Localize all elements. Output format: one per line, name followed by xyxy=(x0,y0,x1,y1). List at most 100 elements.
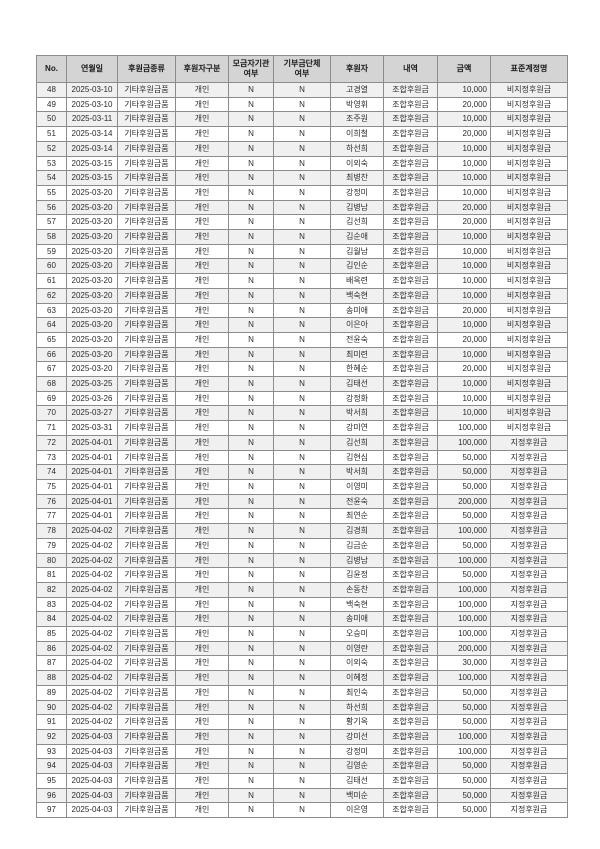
table-cell: N xyxy=(228,508,274,525)
table-cell: 2025-03-20 xyxy=(66,214,118,231)
table-cell: 개인 xyxy=(175,434,229,451)
table-cell: N xyxy=(228,655,274,672)
table-cell: 기타후원금품 xyxy=(117,787,176,804)
table-cell: 기타후원금품 xyxy=(117,728,176,745)
table-cell: 53 xyxy=(36,155,67,172)
table-cell: 한혜순 xyxy=(330,361,384,378)
table-cell: 비지정후원금 xyxy=(490,184,568,201)
table-cell: 기타후원금품 xyxy=(117,111,176,128)
table-cell: N xyxy=(228,728,274,745)
table-cell: 조합후원금 xyxy=(383,420,438,436)
table-cell: 김순애 xyxy=(330,229,384,245)
table-cell: 2025-04-02 xyxy=(66,537,118,554)
table-cell: 2025-03-20 xyxy=(66,229,118,245)
table-cell: 2025-03-20 xyxy=(66,361,118,378)
table-cell: 조합후원금 xyxy=(383,773,438,789)
table-cell: 김병남 xyxy=(330,552,384,569)
table-cell: 95 xyxy=(36,773,67,789)
table-cell: N xyxy=(273,802,331,819)
table-cell: 최병찬 xyxy=(330,170,384,186)
table-row: 63 2025-03-20 기타후원금품 개인 N N 송미애 조합후원금 20,000 비지정후… xyxy=(36,302,568,319)
table-cell: 76 xyxy=(36,493,67,510)
table-cell: 2025-04-03 xyxy=(66,743,118,760)
table-cell: 2025-03-10 xyxy=(66,96,118,113)
table-cell: 2025-04-02 xyxy=(66,581,118,598)
table-cell: 기타후원금품 xyxy=(117,493,176,510)
table-cell: 기타후원금품 xyxy=(117,567,176,583)
table-cell: 기타후원금품 xyxy=(117,243,176,260)
table-row: 83 2025-04-02 기타후원금품 개인 N N 백숙현 조합후원금 100,000 지정후… xyxy=(36,596,568,613)
table-cell: N xyxy=(228,317,274,333)
table-cell: 60 xyxy=(36,258,67,275)
table-cell: 2025-03-26 xyxy=(66,390,118,407)
table-row: 96 2025-04-03 기타후원금품 개인 N N 백미순 조합후원금 50,000 지정후원… xyxy=(36,787,568,804)
table-cell: 56 xyxy=(36,199,67,216)
table-cell: 2025-04-01 xyxy=(66,434,118,451)
table-cell: 기타후원금품 xyxy=(117,655,176,672)
table-row: 91 2025-04-02 기타후원금품 개인 N N 황기옥 조합후원금 50,000 지정후원… xyxy=(36,714,568,730)
column-header-9: 표준계정명 xyxy=(490,55,568,83)
table-cell: 조합후원금 xyxy=(383,508,438,525)
table-cell: 비지정후원금 xyxy=(490,273,568,289)
table-cell: 개인 xyxy=(175,287,229,304)
table-cell: 개인 xyxy=(175,140,229,157)
table-cell: N xyxy=(228,802,274,819)
column-header-5: 기부금단체 여부 xyxy=(273,55,331,83)
table-cell: 개인 xyxy=(175,787,229,804)
table-row: 56 2025-03-20 기타후원금품 개인 N N 김병남 조합후원금 20,000 비지정후… xyxy=(36,199,568,216)
table-cell: 2025-04-02 xyxy=(66,523,118,539)
table-cell: 지정후원금 xyxy=(490,743,568,760)
table-cell: 10,000 xyxy=(437,170,491,186)
table-cell: 50,000 xyxy=(437,537,491,554)
table-cell: N xyxy=(273,346,331,363)
table-cell: 지정후원금 xyxy=(490,787,568,804)
table-cell: 조합후원금 xyxy=(383,405,438,422)
table-cell: N xyxy=(228,273,274,289)
table-cell: 이희철 xyxy=(330,126,384,142)
table-cell: 지정후원금 xyxy=(490,655,568,672)
table-cell: 조합후원금 xyxy=(383,552,438,569)
table-cell: 10,000 xyxy=(437,317,491,333)
table-cell: 개인 xyxy=(175,508,229,525)
table-cell: 2025-04-02 xyxy=(66,714,118,730)
table-cell: 조합후원금 xyxy=(383,258,438,275)
table-cell: 62 xyxy=(36,287,67,304)
table-cell: N xyxy=(273,170,331,186)
table-cell: 비지정후원금 xyxy=(490,302,568,319)
table-cell: 개인 xyxy=(175,126,229,142)
table-cell: 개인 xyxy=(175,640,229,657)
table-cell: 조합후원금 xyxy=(383,655,438,672)
table-row: 54 2025-03-15 기타후원금품 개인 N N 최병찬 조합후원금 10,000 비지정후… xyxy=(36,170,568,186)
table-cell: 기타후원금품 xyxy=(117,478,176,495)
table-cell: N xyxy=(228,376,274,392)
table-cell: 개인 xyxy=(175,273,229,289)
table-cell: 비지정후원금 xyxy=(490,82,568,98)
table-cell: 비지정후원금 xyxy=(490,199,568,216)
table-row: 92 2025-04-03 기타후원금품 개인 N N 강미선 조합후원금 100,000 지정후… xyxy=(36,728,568,745)
table-cell: 이혜정 xyxy=(330,670,384,686)
table-cell: 기타후원금품 xyxy=(117,508,176,525)
table-cell: 지정후원금 xyxy=(490,434,568,451)
table-row: 64 2025-03-20 기타후원금품 개인 N N 이은아 조합후원금 10,000 비지정후… xyxy=(36,317,568,333)
table-cell: 48 xyxy=(36,82,67,98)
table-cell: N xyxy=(228,773,274,789)
table-cell: 81 xyxy=(36,567,67,583)
table-row: 69 2025-03-26 기타후원금품 개인 N N 강정화 조합후원금 10,000 비지정후… xyxy=(36,390,568,407)
table-cell: 조합후원금 xyxy=(383,376,438,392)
table-cell: 이은영 xyxy=(330,802,384,819)
table-cell: 2025-03-14 xyxy=(66,140,118,157)
table-cell: 조합후원금 xyxy=(383,787,438,804)
table-row: 88 2025-04-02 기타후원금품 개인 N N 이혜정 조합후원금 100,000 지정후… xyxy=(36,670,568,686)
table-cell: 100,000 xyxy=(437,728,491,745)
table-cell: N xyxy=(228,596,274,613)
table-cell: 70 xyxy=(36,405,67,422)
table-cell: 지정후원금 xyxy=(490,464,568,480)
table-cell: 비지정후원금 xyxy=(490,155,568,172)
table-cell: 이영란 xyxy=(330,640,384,657)
table-cell: N xyxy=(273,243,331,260)
table-cell: N xyxy=(273,82,331,98)
table-row: 87 2025-04-02 기타후원금품 개인 N N 이외숙 조합후원금 30,000 지정후원… xyxy=(36,655,568,672)
table-cell: 91 xyxy=(36,714,67,730)
table-row: 67 2025-03-20 기타후원금품 개인 N N 한혜순 조합후원금 20,000 비지정후… xyxy=(36,361,568,378)
table-cell: 개인 xyxy=(175,243,229,260)
